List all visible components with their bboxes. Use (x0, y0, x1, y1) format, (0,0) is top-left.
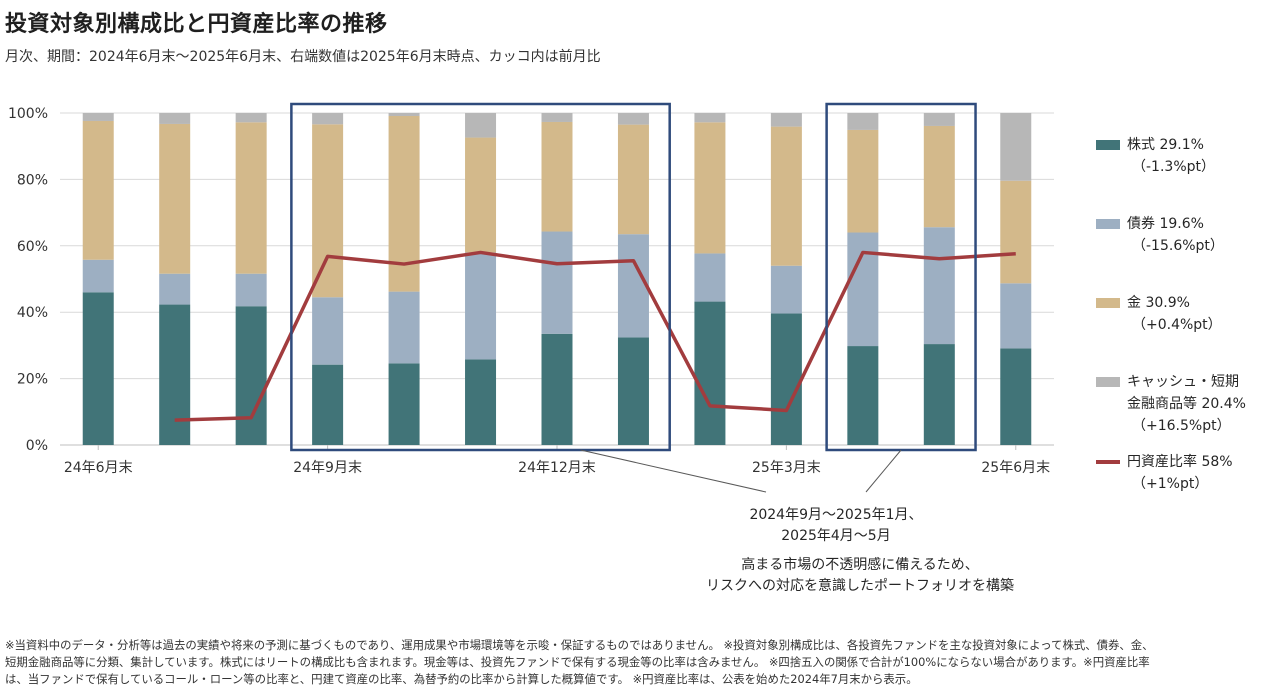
bar-bond (388, 291, 420, 364)
bar-stock (82, 292, 114, 445)
bar-gold (694, 122, 726, 254)
bar-bond (159, 273, 191, 305)
bar-bond (82, 259, 114, 293)
bar-gold (923, 125, 955, 228)
legend-label2-cash: 金融商品等 20.4% (1127, 396, 1246, 412)
bar-bond (1000, 283, 1032, 349)
bar-bond (694, 253, 726, 302)
x-tick-label: 24年12月末 (518, 460, 596, 476)
bar-bond (541, 231, 573, 334)
y-tick-label: 80% (17, 172, 48, 188)
bar-cash (388, 113, 420, 116)
legend-change-gold: （+0.4%pt） (1132, 317, 1222, 333)
y-tick-label: 0% (26, 438, 48, 454)
bar-cash (312, 113, 344, 125)
y-tick-label: 100% (8, 106, 48, 122)
chart-subtitle: 月次、期間：2024年6月末～2025年6月末、右端数値は2025年6月末時点、… (5, 49, 601, 65)
bar-gold (235, 122, 267, 274)
annotation-period-line-1: 2024年9月～2025年1月、 (749, 507, 923, 523)
bar-cash (465, 113, 497, 138)
legend-label-cash: キャッシュ・短期 (1127, 374, 1239, 390)
portfolio-comment-annotation: 高まる市場の不透明感に備えるため、 リスクへの対応を意識したポートフォリオを構築 (660, 555, 1060, 597)
bar-cash (82, 113, 114, 121)
bar-cash (159, 113, 191, 124)
bar-cash (617, 113, 649, 125)
annotation-comment-line-2: リスクへの対応を意識したポートフォリオを構築 (706, 578, 1014, 594)
bar-stock (847, 346, 879, 445)
annotation-period-line-2: 2025年4月～5月 (781, 528, 891, 544)
bar-stock (923, 344, 955, 445)
bar-cash (235, 113, 267, 123)
annotation-connector (580, 449, 767, 493)
legend-change-yen: （+1%pt） (1132, 476, 1209, 492)
bar-bond (312, 297, 344, 365)
bar-stock (388, 363, 420, 445)
bar-bond (465, 252, 497, 360)
legend-change-cash: （+16.5%pt） (1132, 418, 1231, 434)
bar-stock (694, 301, 726, 445)
legend-label-gold: 金 30.9% (1127, 295, 1190, 311)
bar-stock (770, 313, 802, 445)
annotation-connector (865, 449, 902, 493)
bar-gold (617, 124, 649, 235)
bar-gold (541, 121, 573, 232)
legend-label-stock: 株式 29.1% (1127, 137, 1204, 153)
bar-cash (847, 113, 879, 130)
legend-swatch-bond (1096, 219, 1120, 229)
y-tick-label: 20% (17, 372, 48, 388)
footnote-line-2: 短期金融商品等に分類、集計しています。株式にはリートの構成比も含まれます。現金等… (5, 655, 1150, 669)
bar-gold (312, 124, 344, 298)
legend: 株式 29.1% （-1.3%pt） 債券 19.6% （-15.6%pt） 金 30.… (1096, 0, 1280, 520)
bar-stock (617, 337, 649, 445)
bar-cash (923, 113, 955, 126)
footnote-line-1: ※当資料中のデータ・分析等は過去の実績や将来の予測に基づくものであり、運用成果や… (5, 638, 1154, 652)
y-tick-label: 40% (17, 305, 48, 321)
bar-stock (312, 364, 344, 445)
bar-stock (1000, 348, 1032, 445)
x-tick-label: 24年6月末 (64, 460, 133, 476)
bar-gold (82, 120, 114, 260)
legend-label-yen: 円資産比率 58% (1127, 454, 1233, 470)
bar-bond (617, 234, 649, 338)
bar-cash (770, 113, 802, 127)
bar-cash (694, 113, 726, 123)
stacked-bar-chart: 0% 20% 40% 60% 80% 100% 24年6月末 24年9月末 24年12月末 25年… (8, 102, 1054, 493)
chart-title: 投資対象別構成比と円資産比率の推移 (5, 12, 388, 37)
highlight-period-annotation: 2024年9月～2025年1月、 2025年4月～5月 (716, 505, 956, 547)
bar-bond (847, 232, 879, 347)
x-tick-label: 25年3月末 (752, 460, 821, 476)
legend-swatch-stock (1096, 140, 1120, 150)
annotation-comment-line-1: 高まる市場の不透明感に備えるため、 (741, 557, 979, 573)
highlight-box (290, 102, 671, 452)
bar-stock (235, 306, 267, 445)
x-tick-label: 25年6月末 (981, 460, 1050, 476)
legend-label-bond: 債券 19.6% (1127, 216, 1204, 232)
legend-swatch-gold (1096, 298, 1120, 308)
bar-bond (235, 273, 267, 307)
yen-ratio-line (174, 250, 1016, 422)
x-tick-label: 24年9月末 (293, 460, 362, 476)
bar-gold (1000, 180, 1032, 284)
bar-bond (923, 227, 955, 345)
bar-gold (770, 126, 802, 266)
bar-gold (159, 123, 191, 274)
bar-stock (159, 304, 191, 445)
bar-cash (541, 113, 573, 122)
bar-cash (1000, 113, 1032, 181)
legend-swatch-yen (1096, 460, 1120, 464)
bar-stock (541, 333, 573, 445)
bar-gold (465, 137, 497, 253)
legend-change-bond: （-15.6%pt） (1132, 238, 1224, 254)
bar-gold (847, 129, 879, 233)
bar-bond (770, 265, 802, 314)
bar-stock (465, 359, 497, 445)
y-tick-label: 60% (17, 239, 48, 255)
legend-change-stock: （-1.3%pt） (1132, 159, 1215, 175)
legend-swatch-cash (1096, 377, 1120, 387)
footnote-line-3: は、当ファンドで保有しているコール・ローン等の比率と、円建て資産の比率、為替予約… (5, 672, 918, 686)
footnote: ※当資料中のデータ・分析等は過去の実績や将来の予測に基づくものであり、運用成果や… (5, 637, 1277, 688)
